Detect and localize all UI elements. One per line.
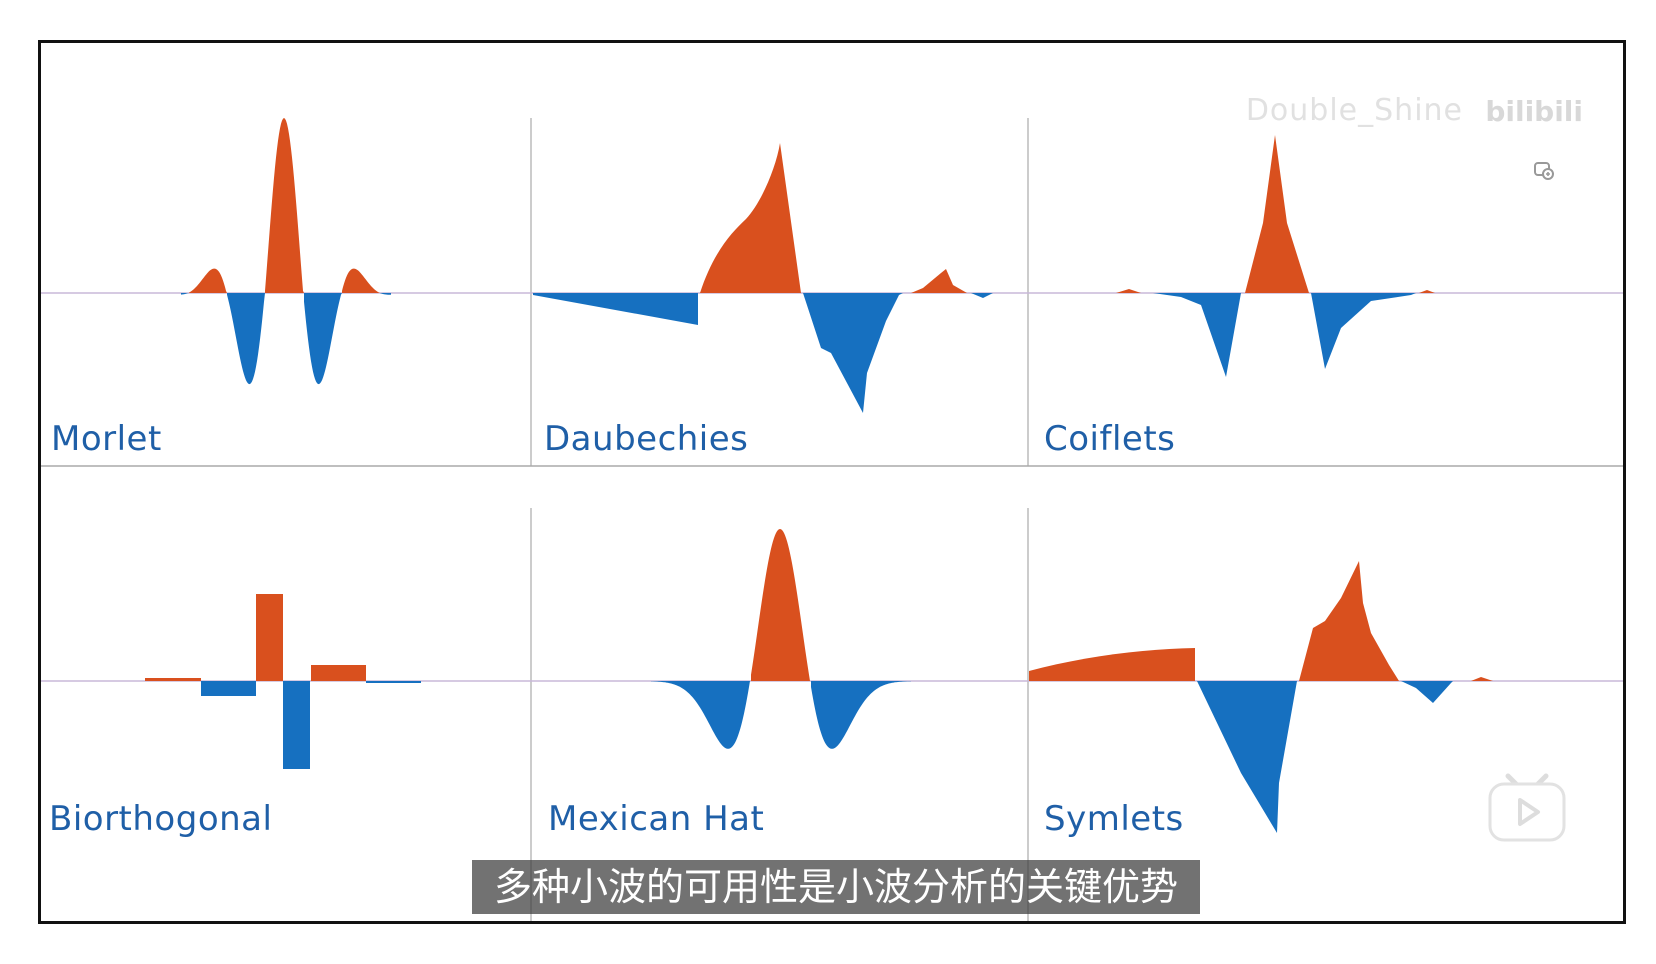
- mexican-hat-negative-lobe: [651, 681, 751, 749]
- symlets-positive-lobe: [1299, 561, 1399, 681]
- biorthogonal-negative-step: [366, 681, 421, 683]
- biorthogonal-negative-step: [283, 681, 310, 769]
- coiflets-negative-lobe: [1153, 293, 1241, 377]
- morlet-positive-lobe: [265, 118, 304, 293]
- symlets-positive-lobe: [1029, 648, 1195, 681]
- morlet-negative-lobe: [380, 293, 391, 295]
- coiflets-positive-lobe: [1419, 290, 1435, 293]
- mexican-hat-negative-lobe: [811, 681, 911, 749]
- daubechies-negative-lobe: [533, 293, 698, 325]
- bilibili-badge-icon: [1534, 162, 1554, 180]
- coiflets-negative-lobe: [1311, 293, 1416, 369]
- biorthogonal-positive-step: [256, 594, 283, 681]
- wavelet-figure: Morlet Daubechies Coiflets Biorthogonal …: [38, 40, 1626, 924]
- label-daubechies: Daubechies: [544, 419, 749, 459]
- morlet-negative-lobe: [181, 293, 189, 295]
- coiflets-positive-lobe: [1116, 289, 1141, 293]
- daubechies-negative-lobe: [971, 293, 993, 298]
- morlet-positive-lobe: [342, 268, 380, 293]
- morlet-positive-lobe: [189, 268, 227, 293]
- biorthogonal-positive-step: [311, 665, 366, 681]
- label-biorthogonal: Biorthogonal: [49, 799, 273, 839]
- daubechies-negative-lobe: [803, 293, 903, 413]
- daubechies-positive-lobe: [911, 269, 967, 293]
- bilibili-logo: bilibili: [1485, 95, 1583, 128]
- mexican-hat-positive-lobe: [751, 529, 811, 681]
- symlets-negative-lobe: [1197, 681, 1297, 833]
- video-subtitle: 多种小波的可用性是小波分析的关键优势: [472, 860, 1200, 914]
- wavelet-grid: [41, 118, 1623, 921]
- morlet-negative-lobe: [227, 293, 265, 385]
- play-icon[interactable]: [1488, 772, 1566, 842]
- biorthogonal-negative-step: [201, 681, 256, 696]
- watermark-username: Double_Shine: [1245, 93, 1463, 128]
- label-symlets: Symlets: [1044, 799, 1184, 839]
- coiflets-positive-lobe: [1245, 135, 1309, 293]
- label-coiflets: Coiflets: [1044, 419, 1176, 459]
- label-morlet: Morlet: [51, 419, 162, 459]
- symlets-negative-lobe: [1401, 681, 1453, 703]
- morlet-negative-lobe: [304, 293, 342, 385]
- daubechies-positive-lobe: [700, 143, 801, 293]
- symlets-positive-lobe: [1471, 677, 1493, 681]
- biorthogonal-positive-step: [145, 678, 201, 681]
- label-mexican-hat: Mexican Hat: [548, 799, 765, 839]
